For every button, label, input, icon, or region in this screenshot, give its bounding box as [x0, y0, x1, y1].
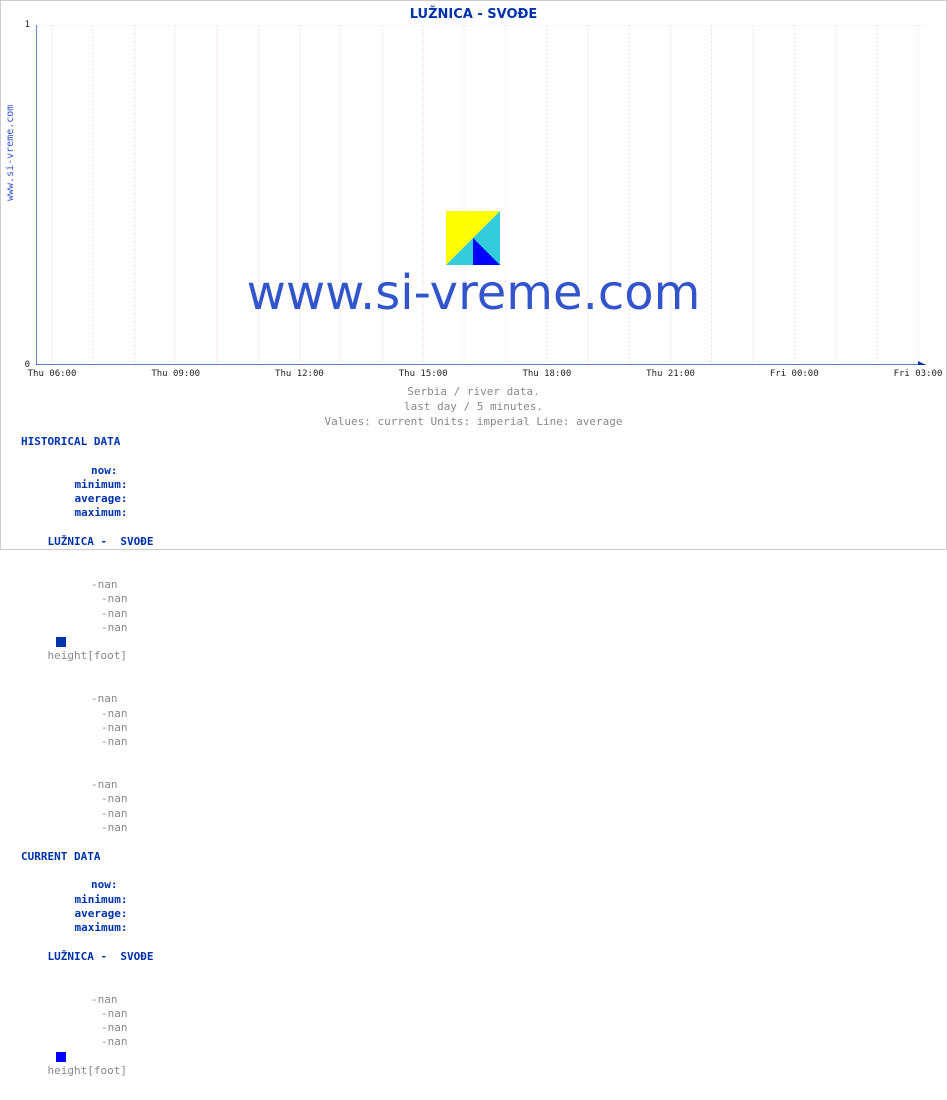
caption-line-1: Serbia / river data.	[1, 385, 946, 400]
cell: -nan	[48, 621, 128, 635]
col-min: minimum:	[48, 478, 128, 492]
caption-line-3: Values: current Units: imperial Line: av…	[1, 415, 946, 430]
historical-col-header: now: minimum: average: maximum: LUŽNICA …	[21, 449, 153, 563]
chart-title: LUŽNICA - SVOĐE	[1, 7, 946, 22]
square-marker-icon	[56, 637, 66, 647]
cell: -nan	[48, 707, 128, 721]
cell: -nan	[48, 592, 128, 606]
caption-line-2: last day / 5 minutes.	[1, 400, 946, 415]
data-tables: HISTORICAL DATA now: minimum: average: m…	[21, 435, 153, 1100]
cell: -nan	[48, 578, 118, 592]
unit-label: height[foot]	[48, 649, 127, 663]
xtick-label: Thu 09:00	[151, 369, 200, 379]
watermark-logo	[446, 211, 500, 265]
xtick-label: Thu 21:00	[646, 369, 695, 379]
cell: -nan	[48, 778, 118, 792]
historical-row-1: -nan -nan -nan -nan height[foot]	[21, 564, 153, 678]
cell: -nan	[48, 1021, 128, 1035]
historical-header: HISTORICAL DATA	[21, 435, 153, 449]
xtick-label: Thu 06:00	[28, 369, 77, 379]
col-max: maximum:	[48, 506, 128, 520]
historical-row-2: -nan -nan -nan -nan	[21, 678, 153, 764]
col-max: maximum:	[48, 921, 128, 935]
cell: -nan	[48, 1007, 128, 1021]
cell: -nan	[48, 735, 128, 749]
current-header: CURRENT DATA	[21, 850, 153, 864]
cell: -nan	[48, 692, 118, 706]
cell: -nan	[48, 721, 128, 735]
col-avg: average:	[48, 492, 128, 506]
unit-label: height[foot]	[48, 1064, 127, 1078]
current-col-header: now: minimum: average: maximum: LUŽNICA …	[21, 864, 153, 978]
y-axis-ticks: 0 1	[1, 25, 34, 365]
cell: -nan	[48, 993, 118, 1007]
cell: -nan	[48, 607, 128, 621]
xtick-label: Thu 15:00	[399, 369, 448, 379]
xtick-label: Fri 00:00	[770, 369, 819, 379]
current-row-1: -nan -nan -nan -nan height[foot]	[21, 978, 153, 1092]
col-now: now:	[48, 878, 118, 892]
cell: -nan	[48, 821, 128, 835]
xtick-label: Thu 18:00	[522, 369, 571, 379]
chart-svg	[36, 25, 926, 365]
plot-area	[36, 25, 926, 365]
col-min: minimum:	[48, 893, 128, 907]
cell: -nan	[48, 807, 128, 821]
historical-series-label: LUŽNICA - SVOĐE	[48, 535, 154, 548]
square-marker-icon	[56, 1052, 66, 1062]
xtick-label: Fri 03:00	[894, 369, 943, 379]
caption-block: Serbia / river data. last day / 5 minute…	[1, 385, 946, 430]
col-now: now:	[48, 464, 118, 478]
current-row-2: -nan -nan -nan -nan	[21, 1093, 153, 1100]
col-avg: average:	[48, 907, 128, 921]
historical-row-3: -nan -nan -nan -nan	[21, 764, 153, 850]
xtick-label: Thu 12:00	[275, 369, 324, 379]
x-axis-ticks: Thu 06:00Thu 09:00Thu 12:00Thu 15:00Thu …	[36, 369, 926, 381]
cell: -nan	[48, 1035, 128, 1049]
ytick-max: 1	[25, 20, 30, 30]
cell: -nan	[48, 792, 128, 806]
current-series-label: LUŽNICA - SVOĐE	[48, 950, 154, 963]
